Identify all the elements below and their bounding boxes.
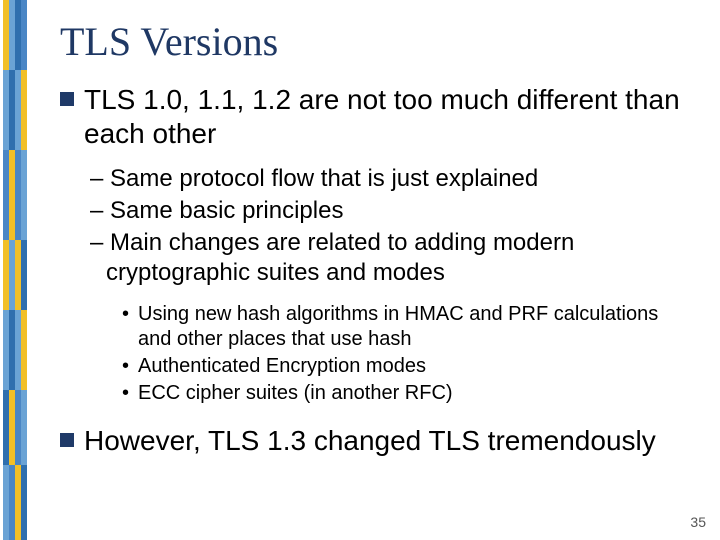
bullet-2: However, TLS 1.3 changed TLS tremendousl…	[60, 424, 690, 458]
dash-item: – Main changes are related to adding mod…	[90, 228, 690, 288]
dash-item: – Same basic principles	[90, 196, 690, 226]
dash-list-1: – Same protocol flow that is just explai…	[90, 164, 690, 288]
bullet-row: However, TLS 1.3 changed TLS tremendousl…	[60, 424, 690, 458]
bullet-1-text: TLS 1.0, 1.1, 1.2 are not too much diffe…	[84, 83, 690, 150]
slide-content: TLS Versions TLS 1.0, 1.1, 1.2 are not t…	[60, 18, 690, 462]
dot-list-1: Using new hash algorithms in HMAC and PR…	[122, 302, 690, 406]
page-number: 35	[690, 514, 706, 530]
bullet-row: TLS 1.0, 1.1, 1.2 are not too much diffe…	[60, 83, 690, 150]
dot-item: Using new hash algorithms in HMAC and PR…	[122, 302, 690, 352]
dash-item: – Same protocol flow that is just explai…	[90, 164, 690, 194]
square-bullet-icon	[60, 433, 74, 447]
bullet-2-text: However, TLS 1.3 changed TLS tremendousl…	[84, 424, 656, 458]
bullet-1: TLS 1.0, 1.1, 1.2 are not too much diffe…	[60, 83, 690, 406]
dot-item: ECC cipher suites (in another RFC)	[122, 381, 690, 406]
side-stripe-4	[21, 0, 27, 540]
slide-title: TLS Versions	[60, 18, 690, 65]
dot-item: Authenticated Encryption modes	[122, 354, 690, 379]
square-bullet-icon	[60, 92, 74, 106]
